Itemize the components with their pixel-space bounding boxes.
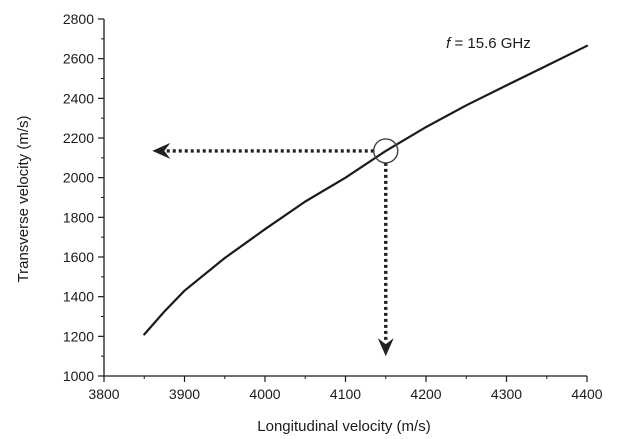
- x-axis-label: Longitudinal velocity (m/s): [257, 418, 430, 435]
- y-tick-label: 1600: [63, 249, 94, 265]
- x-tick-label: 4400: [571, 386, 602, 402]
- x-tick-label: 3900: [169, 386, 200, 402]
- x-tick-label: 4200: [410, 386, 441, 402]
- x-tick-label: 3800: [88, 386, 119, 402]
- y-tick-label: 1800: [63, 209, 94, 225]
- ticks: 3800 3900 4000 4100 4200 4300 4400 1000 1200 1400…: [63, 11, 603, 402]
- y-tick-label: 2000: [63, 170, 94, 186]
- annotations: [152, 138, 399, 357]
- x-tick-label: 4000: [249, 386, 280, 402]
- frequency-annotation: f = 15.6 GHz: [446, 35, 531, 52]
- x-tick-label: 4300: [491, 386, 522, 402]
- y-tick-label: 2400: [63, 90, 94, 106]
- y-axis-label: Transverse velocity (m/s): [15, 116, 32, 283]
- y-tick-label: 2800: [63, 11, 94, 27]
- y-tick-label: 1400: [63, 289, 94, 305]
- arrow-left-head: [152, 142, 171, 159]
- series: [143, 44, 589, 336]
- axes: [103, 19, 587, 377]
- annotation-rest: = 15.6 GHz: [450, 35, 530, 52]
- y-tick-label: 1000: [63, 368, 94, 384]
- y-tick-label: 2600: [63, 51, 94, 67]
- y-tick-label: 2200: [63, 130, 94, 146]
- x-tick-label: 4100: [330, 386, 361, 402]
- intersection-marker: [373, 138, 399, 164]
- arrow-down-head: [377, 338, 394, 357]
- annotation-italic: f: [446, 35, 452, 52]
- data-line: [143, 44, 589, 336]
- y-tick-label: 1200: [63, 328, 94, 344]
